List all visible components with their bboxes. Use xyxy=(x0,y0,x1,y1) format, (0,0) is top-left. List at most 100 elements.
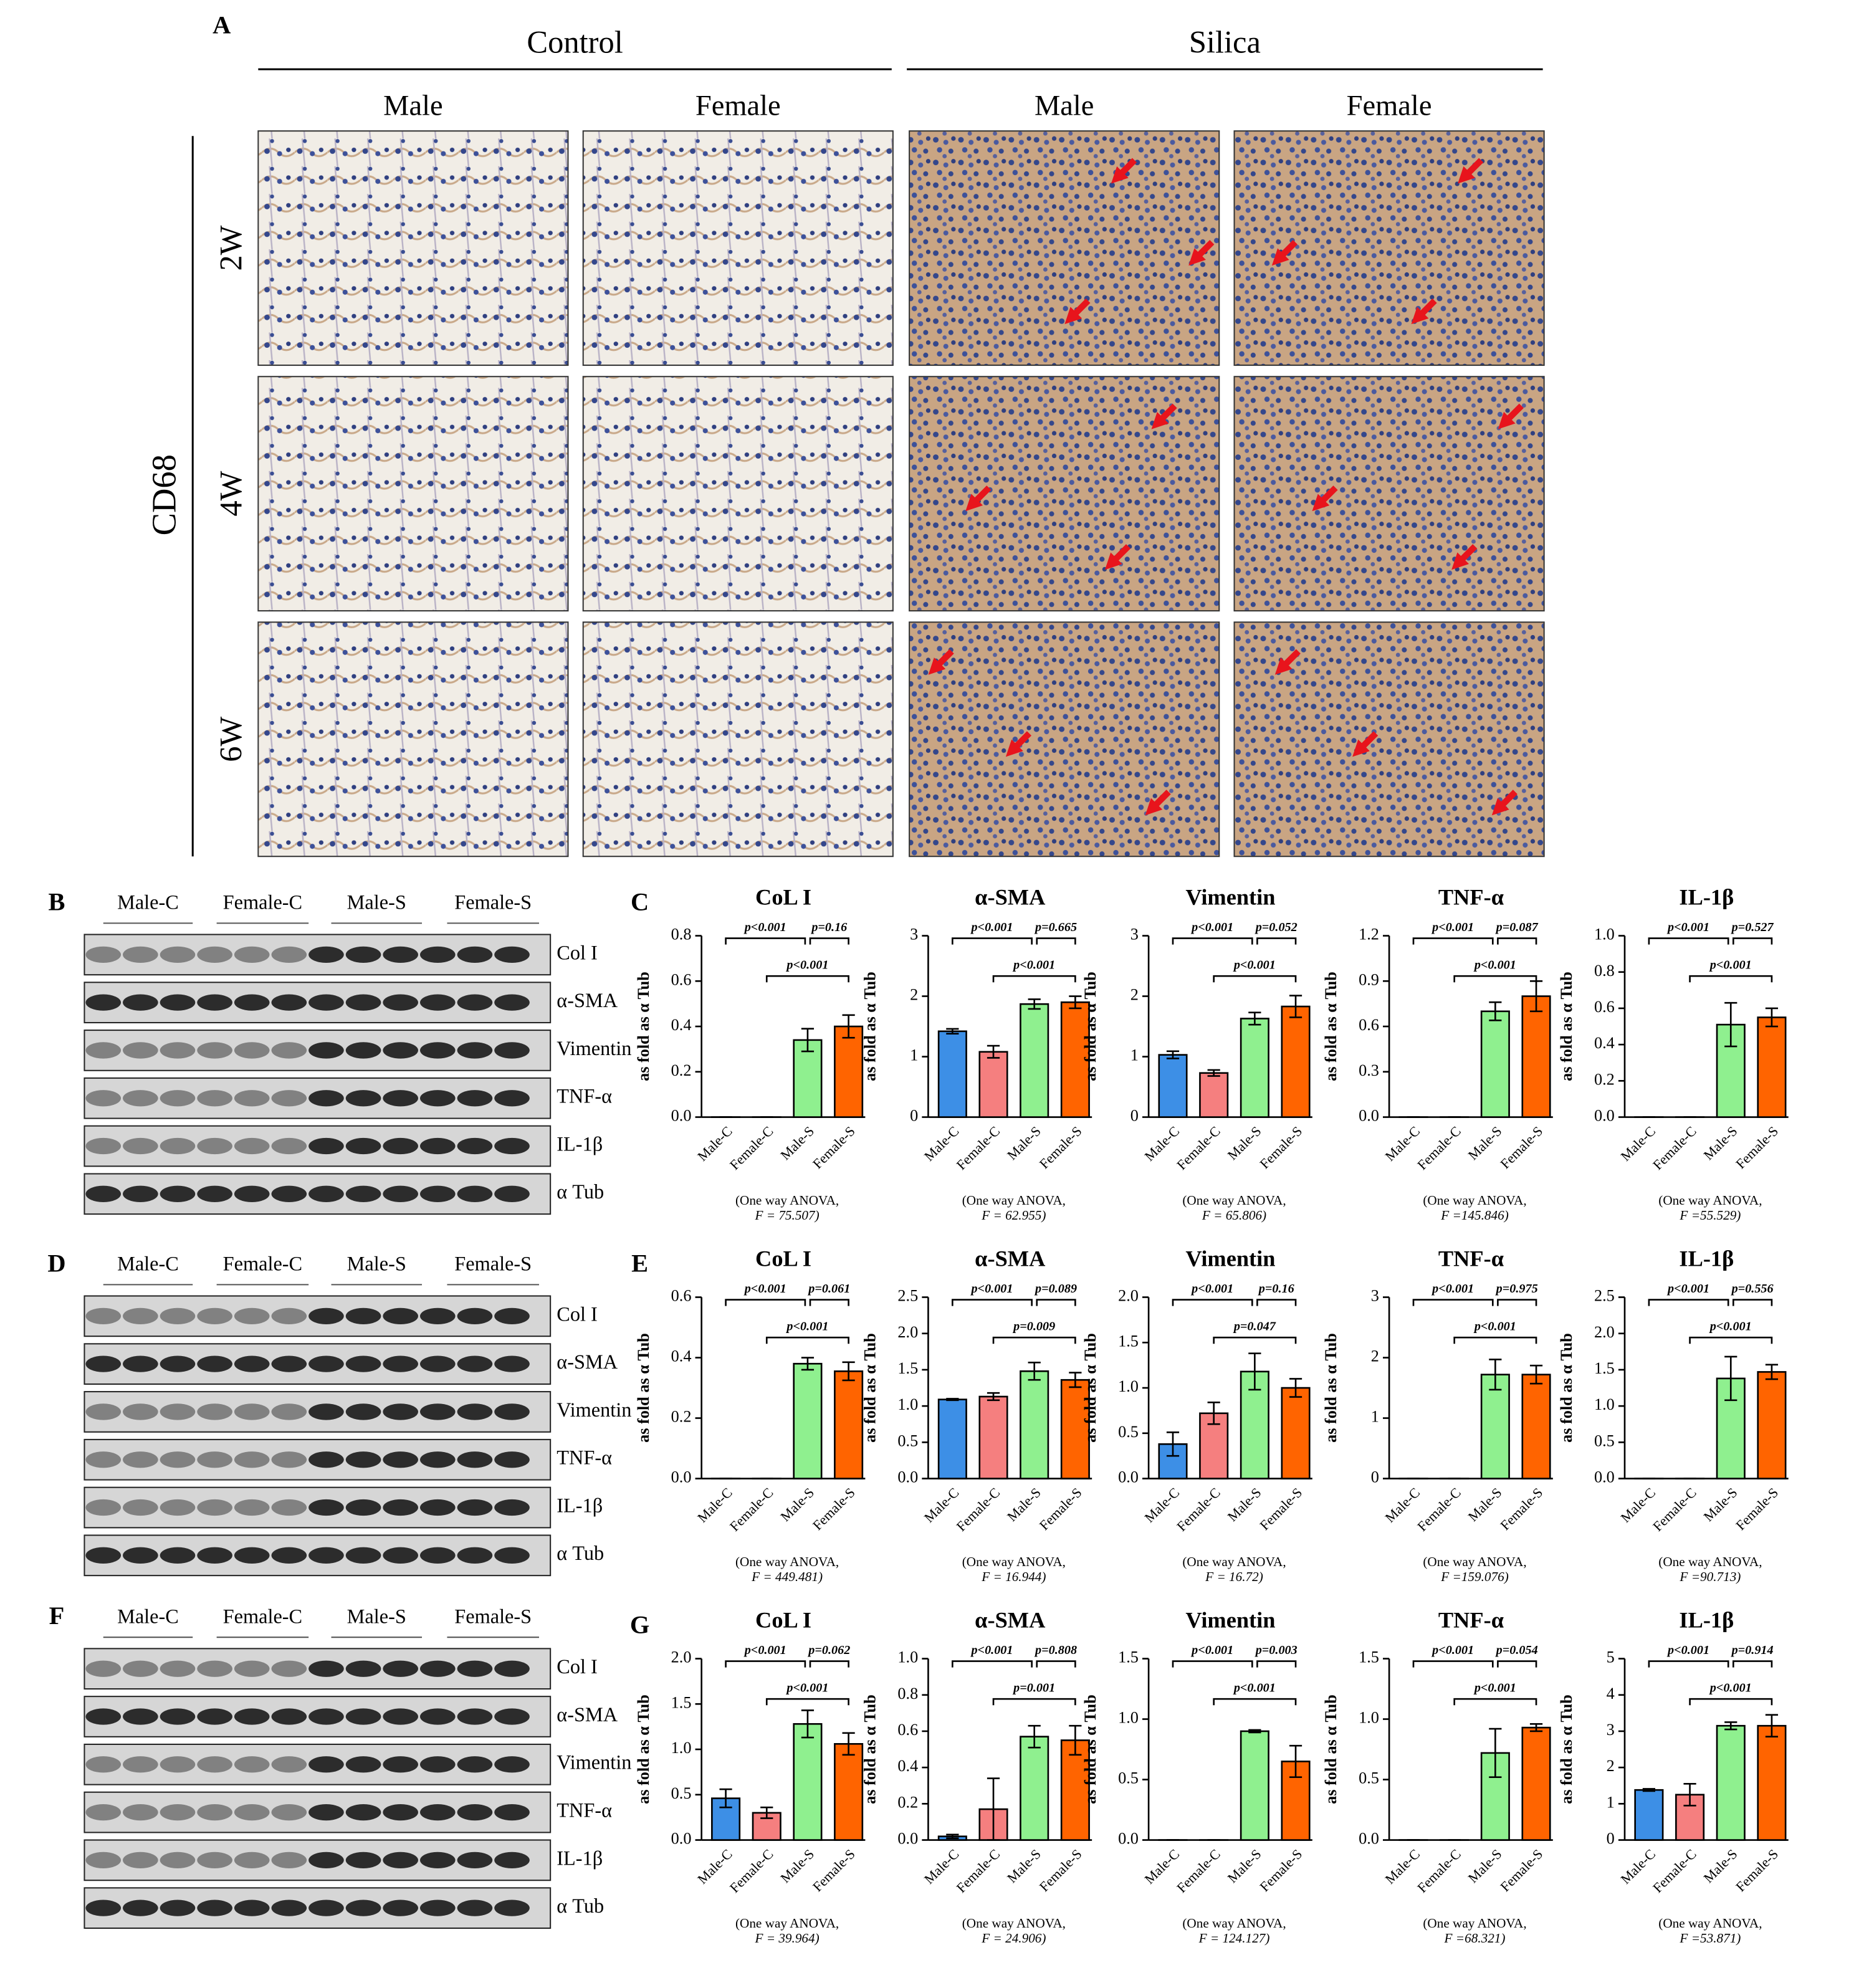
chart-title: α-SMA xyxy=(975,884,1045,909)
arrow xyxy=(1188,240,1215,266)
significance-bracket xyxy=(1213,1698,1297,1706)
blot-band xyxy=(457,1451,493,1468)
p-value: p=0.16 xyxy=(1258,1282,1295,1296)
stat-note: (One way ANOVA, xyxy=(1658,1193,1762,1208)
y-axis-label: as fold as α Tub xyxy=(861,1333,879,1443)
error-bar xyxy=(1069,1724,1082,1756)
blot-band xyxy=(197,1355,232,1372)
blot-band xyxy=(85,1042,122,1059)
y-tick-label: 1.5 xyxy=(1118,1332,1139,1350)
p-value: p<0.001 xyxy=(1190,1282,1233,1296)
arrow xyxy=(1312,485,1338,512)
bar xyxy=(834,1025,864,1118)
blot-band xyxy=(234,1804,270,1821)
protein-label: Col I xyxy=(557,941,598,963)
error-bar xyxy=(1489,1001,1502,1021)
blot-band xyxy=(271,1756,307,1773)
y-tick-label: 0.0 xyxy=(1118,1830,1139,1848)
lane-label: Male-C xyxy=(117,1252,179,1274)
x-tick-label: Male-S xyxy=(1225,1846,1264,1886)
blot-band xyxy=(308,1900,344,1916)
blot-band xyxy=(85,1708,122,1725)
blot-band xyxy=(234,1660,270,1677)
x-tick-label: Female-S xyxy=(1256,1123,1305,1172)
blot-band xyxy=(234,1900,270,1916)
x-tick-label: Female-S xyxy=(1733,1484,1781,1533)
blot-band xyxy=(383,1660,418,1677)
y-axis-label: as fold as α Tub xyxy=(1557,1694,1575,1804)
stat-note: F =145.846) xyxy=(1440,1208,1509,1223)
blot-band xyxy=(197,1804,232,1821)
stat-note: F = 124.127) xyxy=(1198,1931,1270,1946)
lane-label: Male-C xyxy=(117,891,179,913)
x-tick-label: Female-S xyxy=(1036,1846,1085,1895)
bar xyxy=(1158,1054,1188,1118)
blot-band xyxy=(123,1355,158,1372)
protein-label: α-SMA xyxy=(557,1350,618,1373)
blot-band xyxy=(160,1185,196,1202)
chart-title: TNF-α xyxy=(1438,1607,1504,1632)
p-value: p=0.527 xyxy=(1731,920,1774,934)
blot-band xyxy=(234,1852,270,1869)
blot-band xyxy=(160,1900,196,1916)
bar xyxy=(1060,1739,1090,1841)
error-bar xyxy=(801,1357,815,1371)
blot-band xyxy=(160,994,196,1011)
significance-bracket xyxy=(952,1660,1033,1668)
y-tick-label: 0.2 xyxy=(671,1061,692,1079)
blot-band xyxy=(123,1185,158,1202)
blot-band xyxy=(271,1852,307,1869)
blot-band xyxy=(123,1090,158,1107)
p-value: p<0.001 xyxy=(1473,1320,1516,1334)
y-axis-label: as fold as α Tub xyxy=(1081,972,1099,1081)
blot-band xyxy=(160,1660,196,1677)
blot-band xyxy=(383,994,418,1011)
error-bar xyxy=(1028,998,1041,1010)
significance-bracket xyxy=(1412,1299,1494,1306)
panel-label: B xyxy=(48,887,65,915)
protein-label: α-SMA xyxy=(557,989,618,1011)
blot-band xyxy=(345,1756,381,1773)
error-bar xyxy=(801,1028,815,1053)
p-value: p<0.001 xyxy=(743,1282,786,1296)
blot-band xyxy=(234,994,270,1011)
blot-band xyxy=(123,1042,158,1059)
blot-band xyxy=(271,1547,307,1564)
y-axis-label: as fold as α Tub xyxy=(1081,1333,1099,1443)
x-tick-label: Female-S xyxy=(1497,1846,1546,1895)
significance-bracket xyxy=(1412,937,1494,945)
y-tick-label: 3 xyxy=(1130,925,1139,944)
y-tick-label: 1.0 xyxy=(1594,1395,1615,1413)
blot-band xyxy=(123,1307,158,1324)
blot-band xyxy=(85,1403,122,1420)
stat-note: F = 449.481) xyxy=(751,1569,823,1584)
error-bar xyxy=(1765,1007,1779,1028)
error-bar xyxy=(1207,1402,1220,1425)
p-value: p=0.089 xyxy=(1034,1282,1077,1296)
p-value: p<0.001 xyxy=(1473,958,1516,972)
blot-band xyxy=(160,1499,196,1516)
stat-note: (One way ANOVA, xyxy=(1423,1554,1526,1569)
y-tick-label: 0.6 xyxy=(1594,998,1615,1016)
stat-note: (One way ANOVA, xyxy=(962,1554,1066,1569)
p-value: p=0.054 xyxy=(1495,1643,1538,1657)
p-value: p<0.001 xyxy=(1431,1282,1474,1296)
y-tick-label: 1.0 xyxy=(1118,1377,1139,1395)
y-tick-label: 1.0 xyxy=(1594,925,1615,944)
significance-bracket xyxy=(1036,1299,1076,1306)
blot-band xyxy=(123,1804,158,1821)
stat-note: F =55.529) xyxy=(1679,1208,1741,1223)
y-tick-label: 0.0 xyxy=(1359,1107,1379,1125)
blot-band xyxy=(197,1660,232,1677)
blot-band xyxy=(420,1355,456,1372)
x-tick-label: Male-S xyxy=(1225,1123,1264,1163)
y-tick-label: 1.0 xyxy=(897,1648,918,1666)
error-bar xyxy=(1248,1352,1261,1391)
y-tick-label: 0.8 xyxy=(1594,962,1615,980)
blot-band xyxy=(308,1042,344,1059)
bar xyxy=(1757,1016,1787,1118)
micrograph xyxy=(582,376,894,612)
x-tick-label: Male-S xyxy=(1004,1846,1044,1886)
micrograph xyxy=(909,621,1220,858)
protein-label: IL-1β xyxy=(557,1494,603,1516)
